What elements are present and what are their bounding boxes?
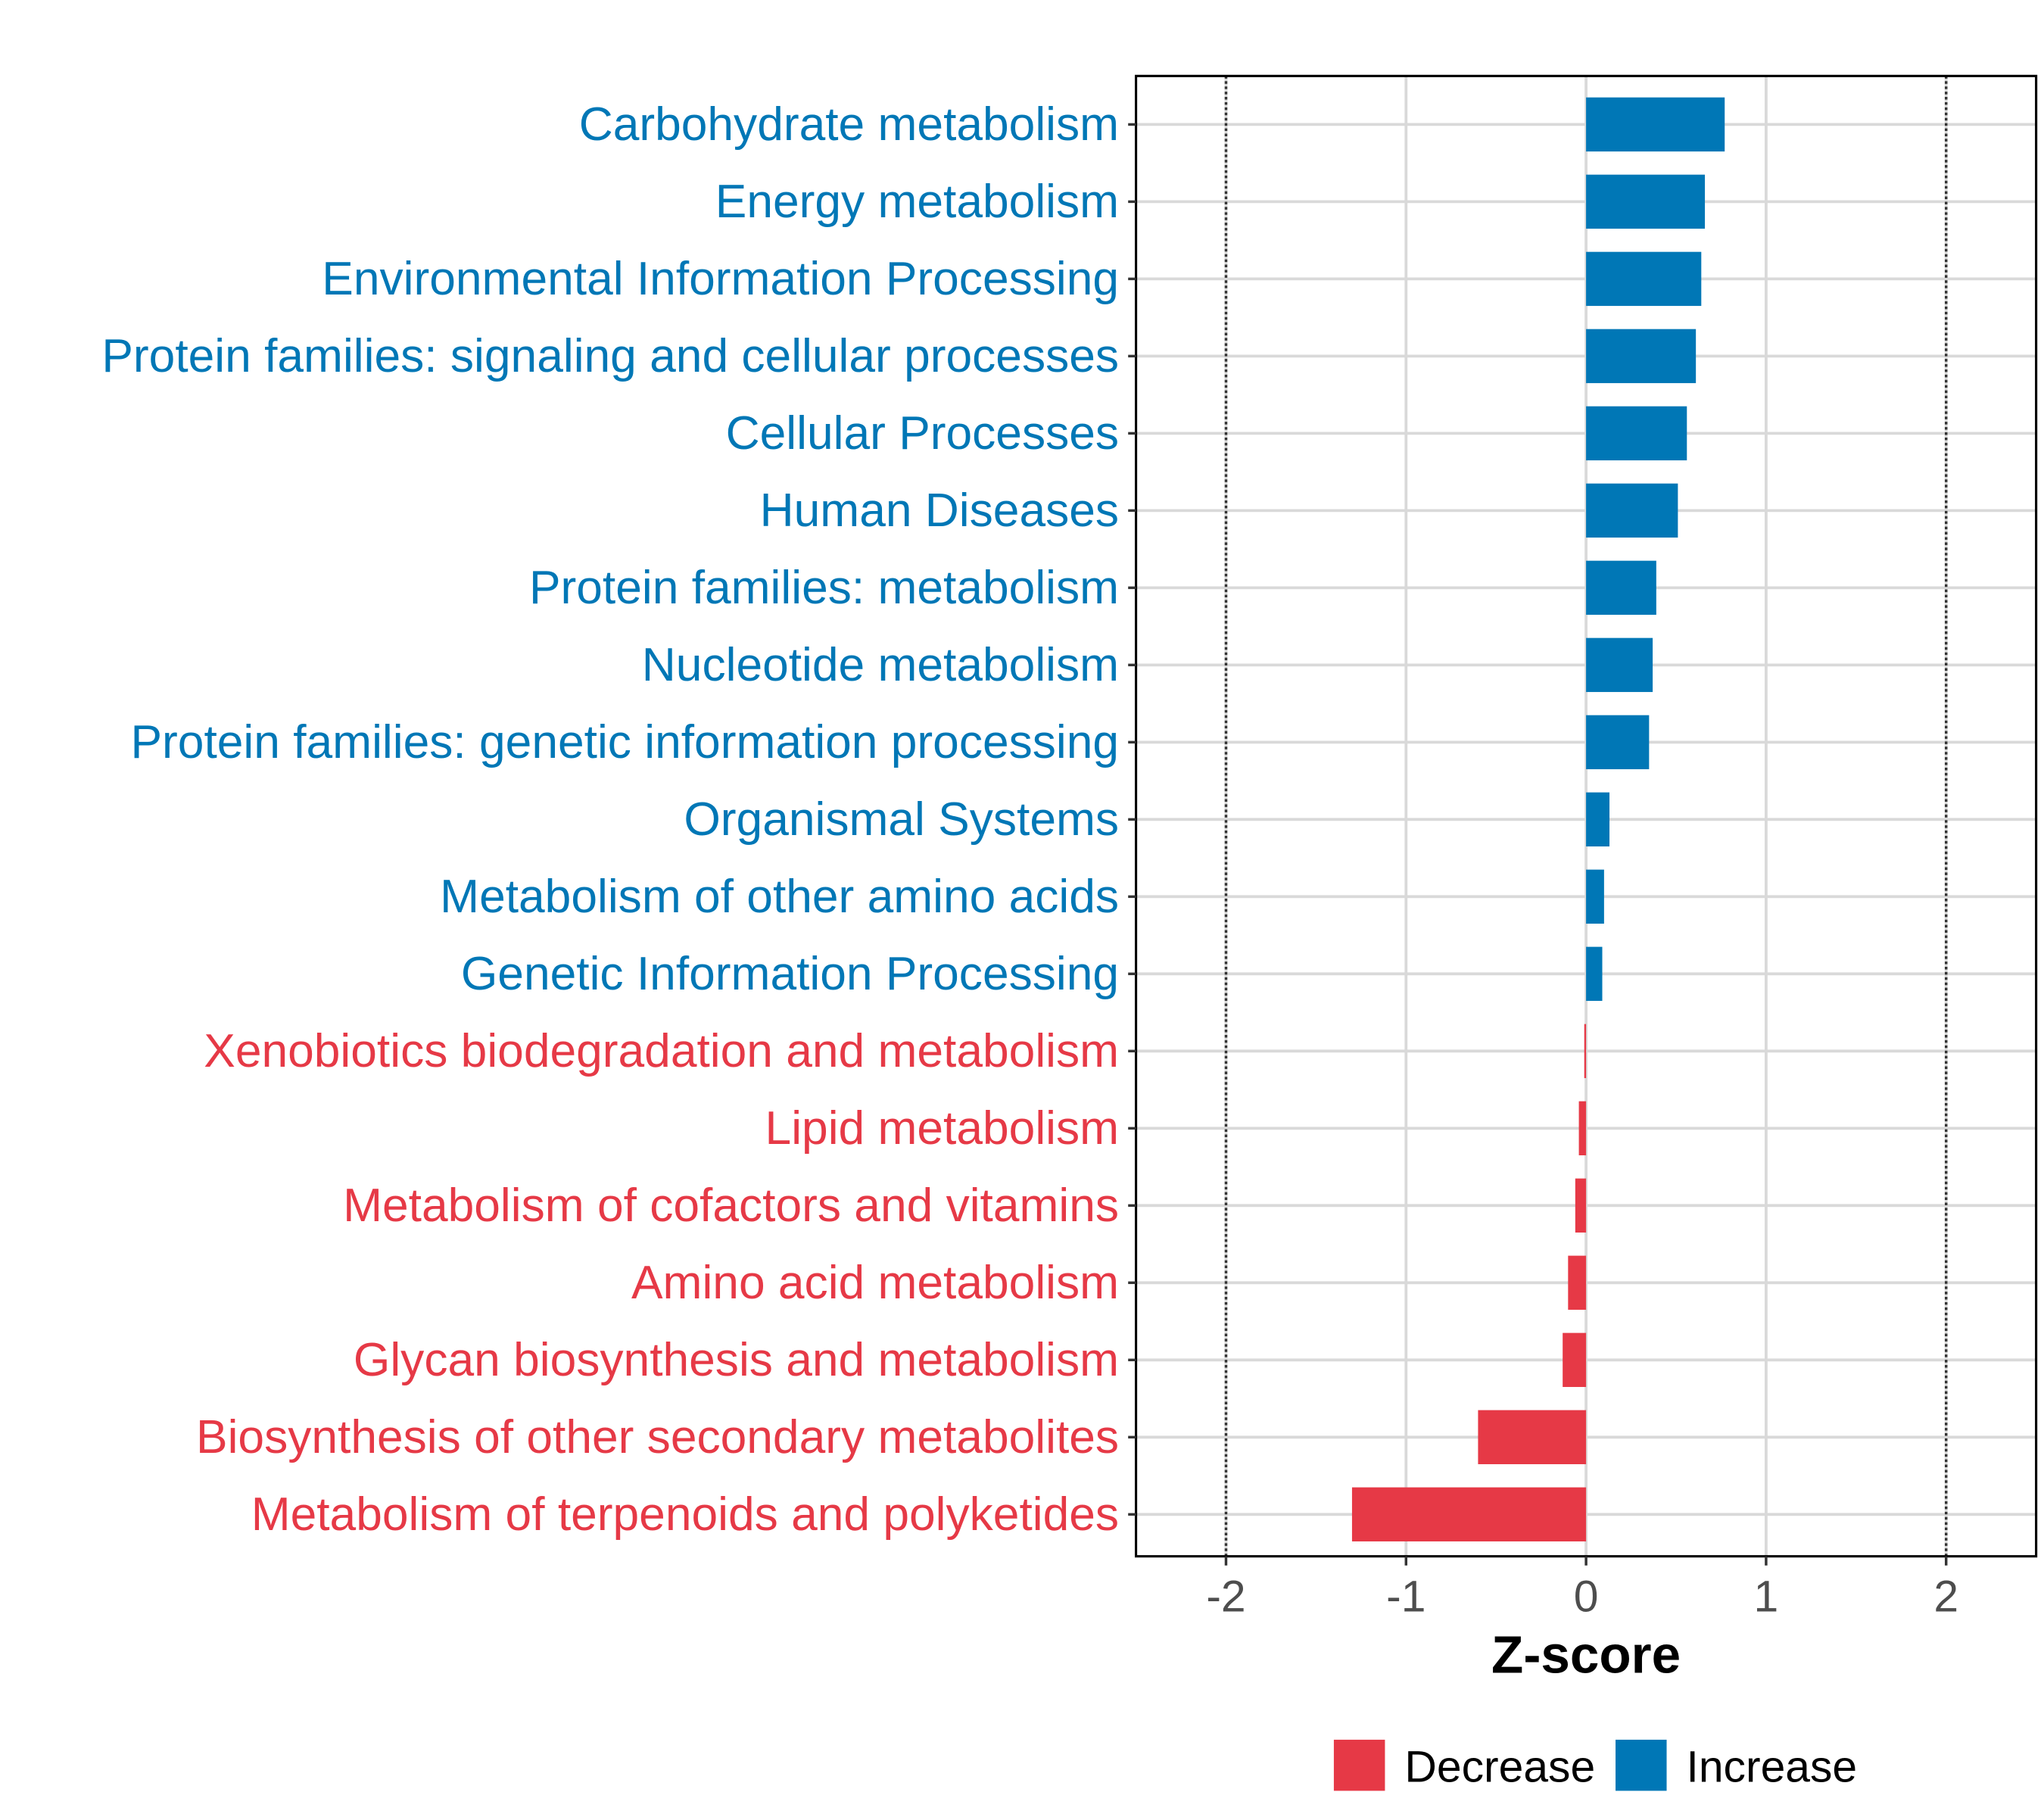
category-label: Metabolism of other amino acids xyxy=(440,871,1119,923)
category-label: Protein families: signaling and cellular… xyxy=(101,330,1119,382)
bar xyxy=(1586,715,1650,770)
category-label: Metabolism of cofactors and vitamins xyxy=(343,1180,1119,1232)
category-label: Metabolism of terpenoids and polyketides xyxy=(251,1488,1119,1541)
bar xyxy=(1584,1024,1587,1079)
bar xyxy=(1586,637,1653,693)
bar xyxy=(1563,1332,1587,1387)
bar xyxy=(1586,329,1697,384)
x-tick-label: 1 xyxy=(1754,1572,1779,1621)
category-label: Genetic Information Processing xyxy=(461,948,1119,1000)
legend-swatch xyxy=(1333,1739,1385,1791)
category-label: Amino acid metabolism xyxy=(631,1257,1119,1309)
category-label: Energy metabolism xyxy=(715,176,1119,228)
bar xyxy=(1586,174,1706,229)
bar xyxy=(1586,792,1610,847)
bar xyxy=(1586,251,1702,307)
bar xyxy=(1586,946,1603,1002)
bar xyxy=(1586,483,1678,538)
category-label: Protein families: genetic information pr… xyxy=(131,716,1120,768)
category-label: Environmental Information Processing xyxy=(322,253,1119,305)
category-label: Glycan biosynthesis and metabolism xyxy=(354,1334,1119,1386)
bar xyxy=(1575,1178,1587,1233)
category-label: Xenobiotics biodegradation and metabolis… xyxy=(204,1025,1119,1077)
legend-swatch xyxy=(1616,1739,1667,1791)
legend-label: Increase xyxy=(1687,1742,1858,1791)
category-label: Nucleotide metabolism xyxy=(642,639,1119,691)
x-axis-ticks: -2 -1 0 1 2 xyxy=(1206,1556,1958,1621)
bars-layer xyxy=(1351,97,1725,1541)
bar xyxy=(1578,1101,1587,1156)
bar xyxy=(1478,1410,1587,1464)
category-label: Cellular Processes xyxy=(726,407,1119,460)
category-label: Protein families: metabolism xyxy=(529,562,1119,614)
x-axis-title: Z-score xyxy=(1491,1625,1681,1685)
x-tick-label: -2 xyxy=(1206,1572,1245,1621)
bar xyxy=(1568,1255,1587,1311)
category-label: Lipid metabolism xyxy=(765,1102,1120,1155)
x-tick-label: -1 xyxy=(1386,1572,1426,1621)
bar xyxy=(1586,560,1656,616)
x-tick-label: 0 xyxy=(1574,1572,1599,1621)
category-label: Biosynthesis of other secondary metaboli… xyxy=(196,1411,1119,1463)
bar xyxy=(1586,869,1604,924)
legend-label: Decrease xyxy=(1404,1742,1595,1791)
category-label: Organismal Systems xyxy=(684,793,1119,846)
category-label: Carbohydrate metabolism xyxy=(579,98,1119,151)
x-tick-label: 2 xyxy=(1933,1572,1958,1621)
bar xyxy=(1586,97,1725,152)
legend: Decrease Increase xyxy=(1333,1739,1858,1791)
category-labels: Carbohydrate metabolism Energy metabolism… xyxy=(101,98,1136,1541)
category-label: Human Diseases xyxy=(760,485,1119,537)
bar xyxy=(1586,406,1687,461)
bar xyxy=(1351,1487,1587,1541)
